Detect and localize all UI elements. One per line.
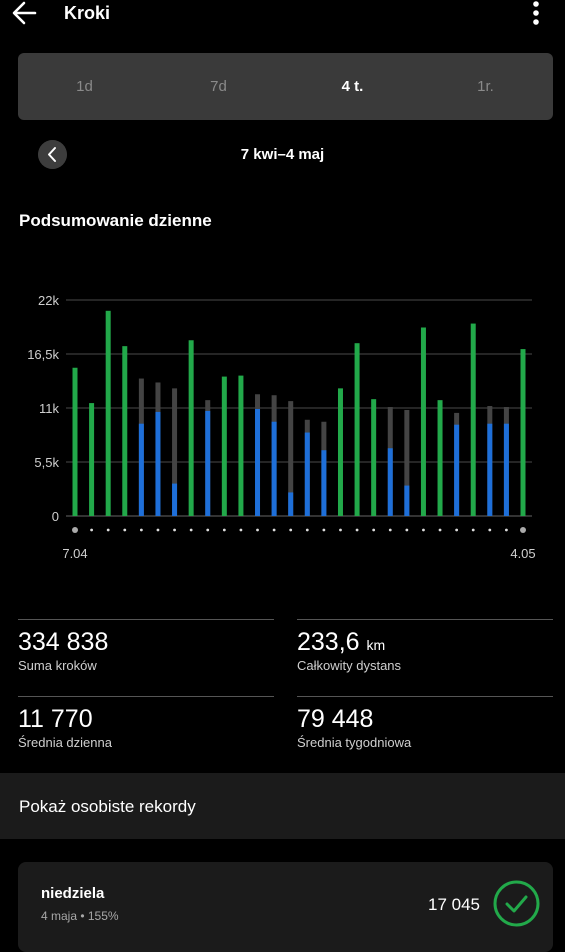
x-axis-dot (355, 528, 359, 532)
x-axis-dot (438, 528, 442, 532)
x-axis-dot (505, 528, 508, 532)
bar-steps (304, 432, 310, 516)
bar-steps (221, 376, 227, 516)
bar-steps (255, 408, 261, 516)
y-tick-label: 0 (52, 509, 59, 524)
x-axis-dot (520, 527, 526, 533)
x-axis-dot (173, 528, 176, 532)
bar-steps (371, 399, 377, 516)
bar-steps (89, 403, 95, 516)
bar-steps (155, 411, 161, 516)
bar-steps (122, 346, 128, 516)
bar-steps (321, 450, 327, 516)
x-tick-label: 7.04 (62, 546, 87, 561)
bar-steps (387, 448, 393, 516)
bar-steps (404, 485, 410, 516)
tab-4-weeks[interactable]: 4 t. (341, 78, 364, 95)
bar-steps (205, 410, 211, 516)
bar-steps (437, 400, 443, 516)
tab-1-year[interactable]: 1r. (477, 78, 494, 95)
chevron-left-icon[interactable] (38, 140, 67, 169)
stat-label: Średnia dzienna (18, 735, 112, 750)
x-axis-dot (189, 528, 193, 532)
bar-steps (172, 483, 178, 516)
x-axis-dot (206, 528, 210, 532)
stat-label: Średnia tygodniowa (297, 735, 412, 750)
stat-weekly-average: 79 448 Średnia tygodniowa (297, 696, 553, 767)
bar-goal-remaining (404, 409, 410, 516)
stat-value: 11 770 (18, 705, 93, 733)
y-tick-label: 22k (38, 293, 59, 308)
bar-steps (337, 388, 343, 516)
daily-steps-chart: 22k 16,5k 11k 5,5k 0 7.04 4.05 (27, 293, 535, 561)
x-axis-dot (239, 528, 243, 532)
bar-steps (288, 492, 294, 516)
show-records-label: Pokaż osobiste rekordy (19, 797, 196, 816)
bar-steps (420, 327, 426, 516)
show-records-button[interactable]: Pokaż osobiste rekordy (0, 773, 565, 839)
more-vertical-icon[interactable] (526, 0, 546, 28)
x-axis-dot (322, 528, 326, 532)
page-title: Kroki (64, 3, 111, 23)
period-tabs: 1d 7d 4 t. 1r. (18, 53, 553, 120)
x-axis-dot (72, 527, 78, 533)
y-tick-label: 5,5k (34, 455, 59, 470)
x-axis-dot (305, 528, 309, 532)
y-tick-label: 16,5k (27, 347, 59, 362)
x-axis-dot (405, 528, 409, 532)
x-axis-dot (106, 528, 110, 532)
bar-steps (238, 375, 244, 516)
bar-goal-remaining (172, 388, 178, 516)
x-axis-dot (422, 528, 425, 532)
date-range-label: 7 kwi–4 maj (240, 146, 325, 163)
bar-steps (454, 424, 460, 516)
x-axis-dot (123, 528, 127, 532)
stat-total-steps: 334 838 Suma kroków (18, 619, 274, 690)
x-axis-dot (488, 528, 492, 532)
bar-steps (138, 423, 144, 516)
x-axis-dot (222, 528, 226, 532)
x-axis-dot (388, 528, 392, 532)
bar-steps (487, 423, 493, 516)
stat-value: 233,6 (297, 628, 360, 656)
tab-1d[interactable]: 1d (76, 78, 93, 95)
top-bar: Kroki (0, 0, 565, 30)
section-title: Podsumowanie dzienne (19, 211, 212, 230)
bar-goal-remaining (288, 401, 294, 516)
x-axis-dot (339, 528, 342, 532)
bar-steps (271, 421, 277, 516)
record-date-percent: 4 maja • 155% (41, 909, 119, 923)
bar-steps (503, 423, 509, 516)
y-tick-label: 11k (39, 401, 59, 416)
stat-label: Suma kroków (18, 658, 97, 673)
x-axis-dot (272, 528, 276, 532)
stat-total-distance: 233,6 km Całkowity dystans (297, 619, 553, 690)
bar-steps (520, 349, 526, 516)
bar-steps (354, 343, 360, 516)
bar-steps (188, 340, 194, 516)
bar-steps (72, 367, 78, 516)
x-tick-label: 4.05 (510, 546, 535, 561)
stat-value: 334 838 (18, 628, 109, 656)
stat-unit: km (366, 637, 386, 653)
x-axis-dot (256, 528, 259, 532)
x-axis-dot (372, 528, 376, 532)
x-axis-dot (156, 528, 160, 532)
x-axis-dot (471, 528, 475, 532)
stat-value: 79 448 (297, 705, 374, 733)
record-day: niedziela (41, 885, 105, 902)
x-axis-dot (139, 528, 143, 532)
x-axis-dot (289, 528, 293, 532)
check-circle-icon (493, 880, 540, 927)
bar-steps (470, 323, 476, 516)
tab-7d[interactable]: 7d (210, 78, 227, 95)
stat-daily-average: 11 770 Średnia dzienna (18, 696, 274, 767)
x-axis-dot (90, 528, 93, 532)
bar-steps (105, 310, 111, 516)
x-axis-dot (455, 528, 459, 532)
arrow-left-icon[interactable] (10, 0, 40, 26)
stat-label: Całkowity dystans (297, 658, 402, 673)
record-steps: 17 045 (428, 895, 480, 914)
